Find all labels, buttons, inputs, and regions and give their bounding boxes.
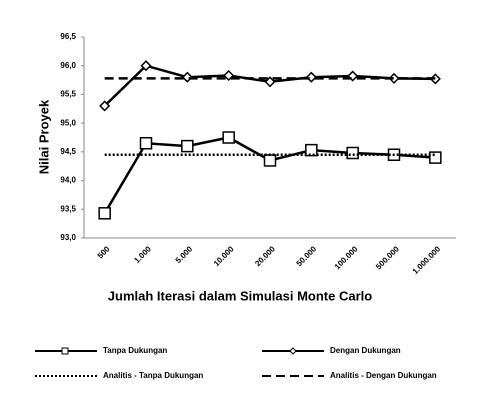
- y-tick-label: 94,0: [60, 176, 76, 185]
- legend-label: Tanpa Dukungan: [103, 346, 167, 355]
- y-tick-label: 95,5: [60, 90, 76, 99]
- point-marker: [99, 100, 111, 112]
- point-marker: [263, 154, 277, 167]
- point-marker: [98, 207, 111, 220]
- series-line: [103, 136, 436, 214]
- y-tick-label: 96,5: [60, 32, 76, 41]
- legend-label: Dengan Dukungan: [330, 346, 401, 355]
- y-tick-label: 93,5: [60, 204, 76, 213]
- y-tick-label: 95,0: [60, 118, 76, 127]
- point-marker: [305, 71, 317, 83]
- point-marker: [429, 151, 442, 164]
- y-axis-title: Nilai Proyek: [36, 99, 51, 174]
- legend-label: Analitis - Tanpa Dukungan: [103, 371, 203, 380]
- point-marker: [181, 139, 194, 153]
- x-tick-label: 5.000: [174, 244, 195, 265]
- y-tick-label: 93,0: [60, 233, 76, 242]
- x-tick-label: 20.000: [253, 244, 277, 268]
- point-marker: [140, 60, 152, 72]
- x-tick-label: 10.000: [212, 244, 236, 268]
- point-marker: [305, 143, 318, 157]
- point-marker: [139, 136, 153, 150]
- point-marker: [346, 146, 359, 160]
- y-tick-label: 96,0: [60, 61, 76, 70]
- legend-label: Analitis - Dengan Dukungan: [330, 371, 437, 380]
- x-tick-label: 500.000: [374, 244, 401, 271]
- x-tick-label: 100.000: [333, 244, 360, 271]
- point-marker: [223, 69, 235, 82]
- y-tick-label: 94,5: [60, 147, 76, 156]
- legend-marker: [289, 347, 297, 355]
- x-tick-label: 1.000.000: [411, 244, 443, 276]
- point-marker: [264, 76, 276, 88]
- x-tick-label: 50.000: [295, 244, 319, 268]
- x-axis-title: Jumlah Iterasi dalam Simulasi Monte Carl…: [108, 288, 372, 303]
- x-tick-label: 1.000: [132, 244, 153, 265]
- legend-marker: [61, 347, 69, 355]
- x-tick-label: 500: [96, 244, 112, 260]
- point-marker: [222, 131, 235, 144]
- point-marker: [388, 72, 400, 84]
